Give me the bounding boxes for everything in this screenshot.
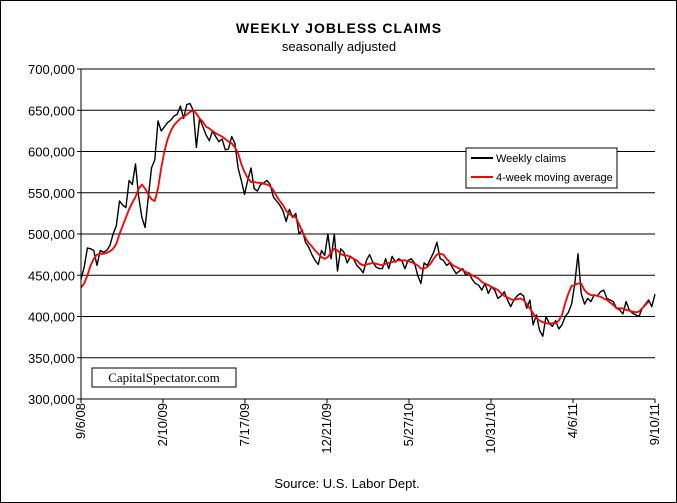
y-tick-label-0: 300,000 [28, 392, 75, 407]
y-tick-label-6: 600,000 [28, 145, 75, 160]
watermark-box [91, 367, 237, 388]
y-axis-tick-labels: 300,000 350,000 400,000 450,000 500,000 550,0… [28, 62, 81, 407]
x-tick-label-0: 9/6/08 [73, 403, 88, 439]
watermark-text: CapitalSpectator.com [108, 370, 220, 385]
series-line-weekly-claims [80, 102, 656, 337]
x-tick-label-3: 12/21/09 [319, 403, 334, 454]
x-tick-label-5: 10/31/10 [483, 403, 498, 454]
chart-subtitle: seasonally adjusted [282, 39, 396, 54]
x-tick-label-2: 7/17/09 [237, 403, 252, 446]
legend-label-average: 4-week moving average [496, 172, 613, 184]
x-tick-label-7: 9/10/11 [647, 403, 662, 445]
y-tick-label-5: 550,000 [28, 186, 75, 201]
gridlines [81, 68, 655, 359]
y-tick-label-4: 500,000 [28, 227, 75, 242]
series-lines [80, 102, 656, 337]
y-tick-label-8: 700,000 [28, 62, 75, 77]
watermark: CapitalSpectator.com [91, 367, 237, 388]
y-tick-label-1: 350,000 [28, 351, 75, 366]
y-tick-label-3: 450,000 [28, 268, 75, 283]
legend-box [465, 147, 618, 189]
x-axis-tick-labels: 9/6/08 2/10/09 7/17/09 12/21/09 5/27/10 10/31… [73, 399, 662, 454]
x-tick-label-6: 4/6/11 [565, 403, 580, 438]
y-tick-label-7: 650,000 [28, 103, 75, 118]
chart-title: WEEKLY JOBLESS CLAIMS [236, 20, 442, 36]
y-tick-label-2: 400,000 [28, 310, 75, 325]
legend: Weekly claims 4-week moving average [465, 147, 618, 189]
x-tick-label-4: 5/27/10 [401, 403, 416, 446]
x-tick-label-1: 2/10/09 [155, 403, 170, 446]
series-line-4-week-average [80, 109, 650, 325]
source-note: Source: U.S. Labor Dept. [274, 476, 419, 491]
legend-label-weekly: Weekly claims [496, 153, 567, 165]
